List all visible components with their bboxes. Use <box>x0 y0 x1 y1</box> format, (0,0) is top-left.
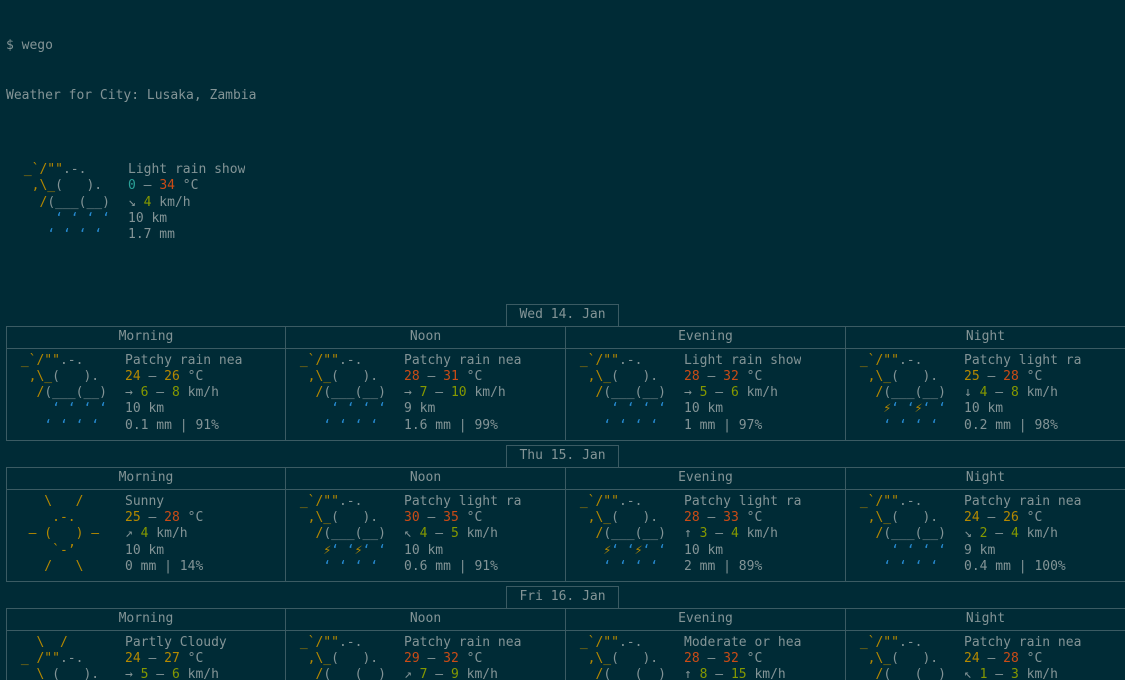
period-label: Morning <box>7 609 285 631</box>
forecast-cell: _`/"".-. ,\_( ). /(___(__) ⚡‘ ‘⚡‘ ‘ ‘ ‘ … <box>846 349 1125 441</box>
forecast-cell: _`/"".-. ,\_( ). /(___(__) ⚡‘ ‘⚡‘ ‘ ‘ ‘ … <box>566 490 846 582</box>
forecast-info: Patchy rain nea 24 – 26 °C → 6 – 8 km/h … <box>125 353 242 434</box>
day-label: Fri 16. Jan <box>506 586 618 608</box>
day-label-wrap: Fri 16. Jan <box>6 586 1119 608</box>
period-header-cell: Noon <box>286 326 566 349</box>
forecast-info: Patchy light ra 30 – 35 °C ↖ 4 – 5 km/h … <box>404 494 521 575</box>
period-body-row: \ / .-. ― ( ) ― `-’ / \ Sunny 25 – 28 °C… <box>6 490 1119 582</box>
forecast-info: Patchy rain nea 28 – 31 °C → 7 – 10 km/h… <box>404 353 521 434</box>
forecast-art: _`/"".-. ,\_( ). /(___(__) ⚡‘ ‘⚡‘ ‘ ‘ ‘ … <box>572 494 684 575</box>
period-label: Morning <box>7 327 285 349</box>
period-header-row: MorningNoonEveningNight <box>6 467 1119 490</box>
period-header-cell: Night <box>846 467 1125 490</box>
forecast-art: _`/"".-. ,\_( ). /(___(__) ‚‘‚‘‚‘‚‘ ‚’‚’… <box>572 635 684 680</box>
forecast-cell: _`/"".-. ,\_( ). /(___(__) ‘ ‘ ‘ ‘ ‘ ‘ ‘… <box>6 349 286 441</box>
forecast-art: _`/"".-. ,\_( ). /(___(__) ‘ ‘ ‘ ‘ ‘ ‘ ‘… <box>572 353 684 434</box>
period-body-row: _`/"".-. ,\_( ). /(___(__) ‘ ‘ ‘ ‘ ‘ ‘ ‘… <box>6 349 1119 441</box>
period-header-cell: Night <box>846 608 1125 631</box>
forecast-art: _`/"".-. ,\_( ). /(___(__) ‘ ‘ ‘ ‘ ‘ ‘ ‘… <box>13 353 125 434</box>
day-label-wrap: Wed 14. Jan <box>6 304 1119 326</box>
period-label: Night <box>846 609 1125 631</box>
current-art: _`/"".-. ,\_( ). /(___(__) ‘ ‘ ‘ ‘ ‘ ‘ ‘… <box>16 162 128 243</box>
period-label: Noon <box>286 327 565 349</box>
forecast-art: _`/"".-. ,\_( ). /(___(__) ‘ ‘ ‘ ‘ ‘ ‘ ‘… <box>292 353 404 434</box>
period-body-row: \ / _ /"".-. \_( ). /(___(__) Partly Clo… <box>6 631 1119 680</box>
period-header-row: MorningNoonEveningNight <box>6 326 1119 349</box>
period-label: Night <box>846 468 1125 490</box>
terminal-root: $ wego Weather for City: Lusaka, Zambia … <box>0 0 1125 680</box>
day-block: Wed 14. JanMorningNoonEveningNight _`/""… <box>6 304 1119 441</box>
forecast-art: _`/"".-. ,\_( ). /(___(__) ⚡‘ ‘⚡‘ ‘ ‘ ‘ … <box>852 353 964 434</box>
forecast-cell: _`/"".-. ,\_( ). /(___(__) ‘ ‘ ‘ ‘ ‘ ‘ ‘… <box>286 631 566 680</box>
forecast-art: \ / _ /"".-. \_( ). /(___(__) <box>13 635 125 680</box>
forecast-info: Moderate or hea 28 – 32 °C ↑ 8 – 15 km/h… <box>684 635 801 680</box>
forecast-days: Wed 14. JanMorningNoonEveningNight _`/""… <box>6 304 1119 680</box>
current-info: Light rain show 0 – 34 °C ↘ 4 km/h 10 km… <box>128 162 245 243</box>
period-label: Evening <box>566 609 845 631</box>
command-line: $ wego <box>6 38 1119 55</box>
period-header-cell: Night <box>846 326 1125 349</box>
forecast-info: Partly Cloudy 24 – 27 °C → 5 – 6 km/h 10… <box>125 635 227 680</box>
period-header-cell: Morning <box>6 608 286 631</box>
period-header-cell: Noon <box>286 608 566 631</box>
forecast-cell: _`/"".-. ,\_( ). /(___(__) ‚‘‚‘‚‘‚‘ ‚’‚’… <box>566 631 846 680</box>
day-label-wrap: Thu 15. Jan <box>6 445 1119 467</box>
current-conditions: _`/"".-. ,\_( ). /(___(__) ‘ ‘ ‘ ‘ ‘ ‘ ‘… <box>6 156 1119 249</box>
forecast-info: Patchy light ra 25 – 28 °C ↓ 4 – 8 km/h … <box>964 353 1081 434</box>
forecast-info: Sunny 25 – 28 °C ↗ 4 km/h 10 km 0 mm | 1… <box>125 494 203 575</box>
forecast-info: Patchy rain nea 29 – 32 °C ↗ 7 – 9 km/h … <box>404 635 521 680</box>
period-header-cell: Morning <box>6 326 286 349</box>
forecast-art: _`/"".-. ,\_( ). /(___(__) ‘ ‘ ‘ ‘ ‘ ‘ ‘… <box>852 494 964 575</box>
forecast-art: _`/"".-. ,\_( ). /(___(__) ⚡‘ ‘⚡‘ ‘ ‘ ‘ … <box>292 494 404 575</box>
forecast-cell: _`/"".-. ,\_( ). /(___(__) ‘ ‘ ‘ ‘ ‘ ‘ ‘… <box>846 631 1125 680</box>
period-label: Morning <box>7 468 285 490</box>
location-header: Weather for City: Lusaka, Zambia <box>6 88 1119 105</box>
forecast-info: Patchy light ra 28 – 33 °C ↑ 3 – 4 km/h … <box>684 494 801 575</box>
day-label: Wed 14. Jan <box>506 304 618 326</box>
period-header-cell: Evening <box>566 326 846 349</box>
period-label: Noon <box>286 468 565 490</box>
period-label: Night <box>846 327 1125 349</box>
period-header-cell: Morning <box>6 467 286 490</box>
forecast-cell: \ / _ /"".-. \_( ). /(___(__) Partly Clo… <box>6 631 286 680</box>
forecast-cell: _`/"".-. ,\_( ). /(___(__) ‘ ‘ ‘ ‘ ‘ ‘ ‘… <box>286 349 566 441</box>
forecast-info: Patchy rain nea 24 – 28 °C ↖ 1 – 3 km/h … <box>964 635 1081 680</box>
forecast-info: Patchy rain nea 24 – 26 °C ↘ 2 – 4 km/h … <box>964 494 1081 575</box>
forecast-info: Light rain show 28 – 32 °C → 5 – 6 km/h … <box>684 353 801 434</box>
period-header-cell: Noon <box>286 467 566 490</box>
period-label: Evening <box>566 327 845 349</box>
forecast-art: \ / .-. ― ( ) ― `-’ / \ <box>13 494 125 575</box>
forecast-cell: _`/"".-. ,\_( ). /(___(__) ⚡‘ ‘⚡‘ ‘ ‘ ‘ … <box>286 490 566 582</box>
forecast-cell: _`/"".-. ,\_( ). /(___(__) ‘ ‘ ‘ ‘ ‘ ‘ ‘… <box>566 349 846 441</box>
day-block: Thu 15. JanMorningNoonEveningNight \ / .… <box>6 445 1119 582</box>
forecast-art: _`/"".-. ,\_( ). /(___(__) ‘ ‘ ‘ ‘ ‘ ‘ ‘… <box>292 635 404 680</box>
forecast-cell: _`/"".-. ,\_( ). /(___(__) ‘ ‘ ‘ ‘ ‘ ‘ ‘… <box>846 490 1125 582</box>
period-header-row: MorningNoonEveningNight <box>6 608 1119 631</box>
forecast-art: _`/"".-. ,\_( ). /(___(__) ‘ ‘ ‘ ‘ ‘ ‘ ‘… <box>852 635 964 680</box>
period-label: Evening <box>566 468 845 490</box>
forecast-cell: \ / .-. ― ( ) ― `-’ / \ Sunny 25 – 28 °C… <box>6 490 286 582</box>
period-header-cell: Evening <box>566 608 846 631</box>
day-block: Fri 16. JanMorningNoonEveningNight \ / _… <box>6 586 1119 680</box>
period-label: Noon <box>286 609 565 631</box>
period-header-cell: Evening <box>566 467 846 490</box>
day-label: Thu 15. Jan <box>506 445 618 467</box>
